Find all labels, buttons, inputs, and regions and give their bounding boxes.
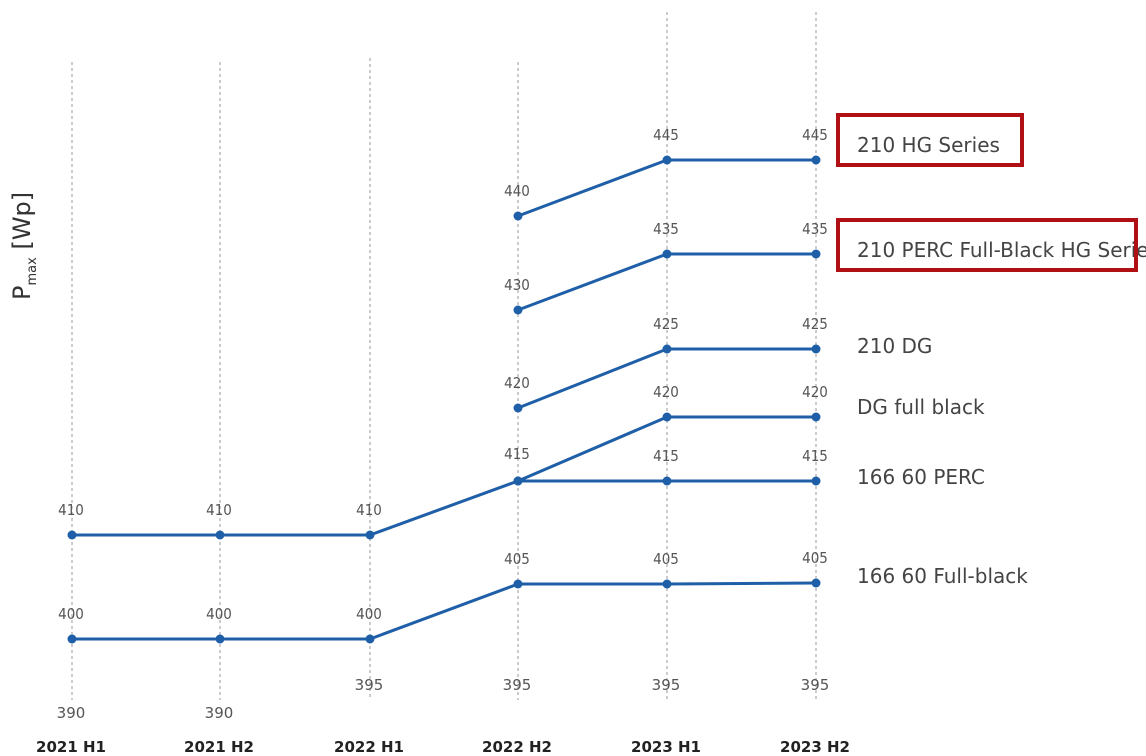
data-label: 445 (802, 126, 828, 144)
series-line-segment (517, 415, 668, 483)
bottom-value-label: 395 (652, 676, 681, 694)
data-point (513, 305, 523, 315)
data-label: 415 (802, 447, 828, 465)
series-line-segment (666, 581, 817, 586)
data-point (811, 344, 821, 354)
data-point (67, 530, 77, 540)
x-tick-label: 2022 H2 (482, 738, 552, 756)
data-point (365, 530, 375, 540)
bottom-value-label: 390 (57, 704, 86, 722)
series-name-label: 210 PERC Full-Black HG Series (857, 238, 1146, 262)
data-point (662, 579, 672, 589)
data-label: 410 (356, 501, 382, 519)
data-label: 400 (356, 605, 382, 623)
series-line-segment (517, 158, 668, 218)
bottom-value-label: 395 (355, 676, 384, 694)
data-point (365, 634, 375, 644)
data-label: 425 (653, 315, 679, 333)
data-label: 435 (802, 220, 828, 238)
data-label: 400 (58, 605, 84, 623)
series-name-label: 166 60 PERC (857, 465, 985, 489)
data-label: 435 (653, 220, 679, 238)
data-label: 415 (653, 447, 679, 465)
series-name-label: DG full black (857, 395, 985, 419)
data-point (811, 412, 821, 422)
data-label: 410 (58, 501, 84, 519)
highlight-box (836, 113, 1024, 167)
data-point (662, 476, 672, 486)
data-point (215, 634, 225, 644)
data-point (811, 155, 821, 165)
bottom-value-label: 395 (503, 676, 532, 694)
data-point (662, 249, 672, 259)
data-label: 400 (206, 605, 232, 623)
series-line-segment (369, 582, 519, 641)
bottom-value-label: 390 (205, 704, 234, 722)
data-label: 405 (653, 550, 679, 568)
series-line-segment (369, 479, 519, 537)
data-point (811, 476, 821, 486)
data-point (662, 344, 672, 354)
data-point (513, 579, 523, 589)
bottom-value-label: 395 (801, 676, 830, 694)
data-label: 405 (504, 550, 530, 568)
data-point (67, 634, 77, 644)
series-line-segment (517, 347, 668, 410)
data-label: 445 (653, 126, 679, 144)
data-point (513, 211, 523, 221)
data-label: 425 (802, 315, 828, 333)
data-point (811, 249, 821, 259)
data-label: 420 (504, 374, 530, 392)
x-tick-label: 2023 H2 (780, 738, 850, 756)
x-tick-label: 2023 H1 (631, 738, 701, 756)
data-label: 405 (802, 549, 828, 567)
data-point (811, 578, 821, 588)
data-label: 420 (802, 383, 828, 401)
data-label: 410 (206, 501, 232, 519)
data-label: 430 (504, 276, 530, 294)
x-tick-label: 2022 H1 (334, 738, 404, 756)
highlight-box (836, 218, 1138, 272)
series-line-segment (517, 252, 668, 312)
data-point (662, 155, 672, 165)
x-tick-label: 2021 H2 (184, 738, 254, 756)
data-label: 420 (653, 383, 679, 401)
series-name-label: 166 60 Full-black (857, 564, 1028, 588)
data-point (662, 412, 672, 422)
data-point (513, 403, 523, 413)
x-tick-label: 2021 H1 (36, 738, 106, 756)
series-name-label: 210 HG Series (857, 133, 1000, 157)
data-point (513, 476, 523, 486)
series-name-label: 210 DG (857, 334, 932, 358)
y-axis-label: Pmax [Wp] (8, 191, 40, 300)
data-label: 440 (504, 182, 530, 200)
data-point (215, 530, 225, 540)
data-label: 415 (504, 445, 530, 463)
